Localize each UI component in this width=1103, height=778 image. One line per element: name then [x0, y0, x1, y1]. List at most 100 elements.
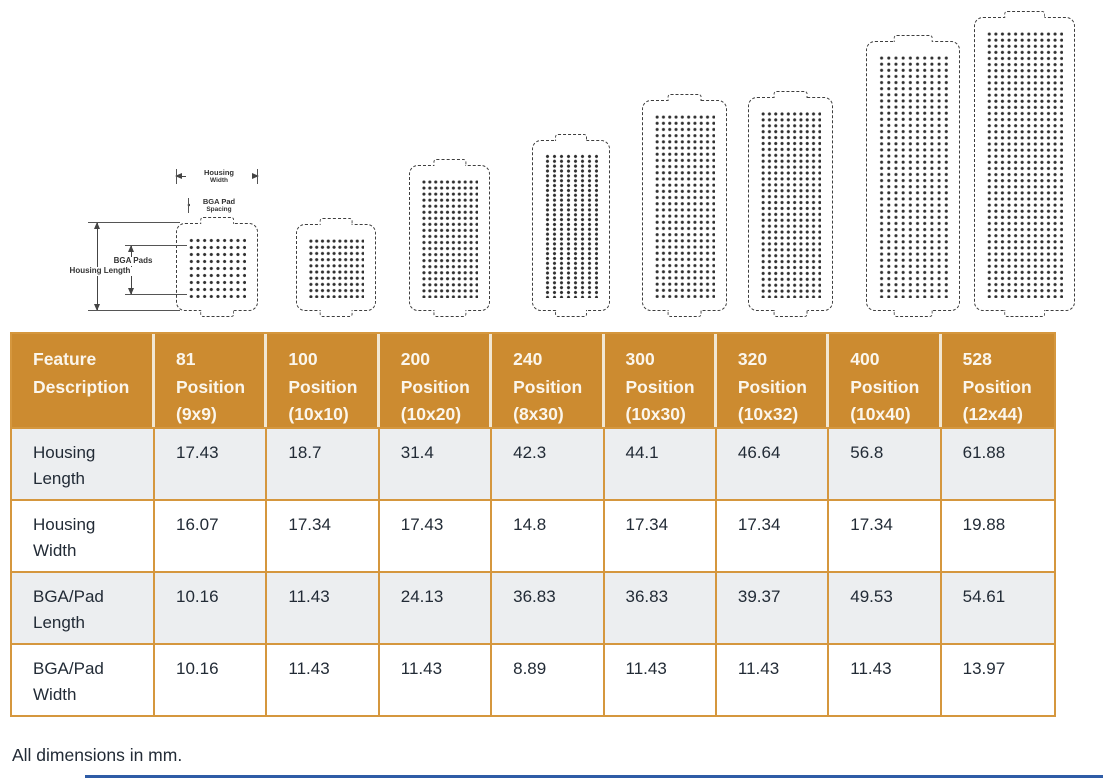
package-bottom-notch [667, 310, 702, 317]
value-cell: 11.43 [267, 643, 380, 715]
bga-pad-grid-10x40 [878, 55, 948, 298]
row-label-line: Length [33, 469, 85, 488]
housing-width-extension-right [257, 169, 258, 184]
header-line: Position [962, 376, 1032, 397]
value-cell: 36.83 [604, 571, 717, 643]
value-cell: 11.43 [829, 643, 942, 715]
header-line: 300 [625, 349, 655, 369]
row-label-line: BGA/Pad [33, 587, 104, 606]
bga-pads-extension-top [125, 245, 187, 246]
bga-pads-extension-bottom [125, 294, 187, 295]
value-cell: 11.43 [267, 571, 380, 643]
package-bottom-notch [893, 310, 933, 317]
package-300-position [642, 94, 727, 317]
value-cell: 17.34 [829, 499, 942, 571]
row-label-line: Length [33, 613, 85, 632]
value-cell: 46.64 [716, 427, 830, 499]
value-cell: 17.34 [604, 499, 717, 571]
bga-pads-label: BGA Pads [104, 256, 162, 266]
bga-pad-grid-12x44 [986, 31, 1063, 298]
package-top-notch [893, 35, 933, 42]
housing-length-dimension-line [94, 222, 100, 311]
package-528-position [974, 11, 1075, 317]
value-cell: 10.16 [155, 571, 268, 643]
header-line: 81 [176, 349, 196, 369]
bottom-accent-bar [85, 775, 1103, 778]
bga-pad-spacing-extension-left [188, 198, 189, 213]
bga-pad-grid-10x20 [421, 179, 478, 298]
housing-width-label: Housing Width [186, 168, 252, 185]
header-line: Feature [33, 349, 97, 369]
column-header-320-position: 320 Position (10x32) [716, 334, 830, 427]
value-cell: 16.07 [155, 499, 268, 571]
package-top-notch [432, 159, 467, 166]
value-cell: 61.88 [941, 427, 1054, 499]
package-81-position [176, 217, 258, 317]
package-100-position [296, 218, 376, 317]
housing-width-label-line1: Housing [204, 168, 234, 177]
row-label-line: Width [33, 685, 77, 704]
header-line: 528 [962, 349, 992, 369]
header-line: Description [33, 376, 130, 397]
column-header-feature-description: Feature Description [12, 334, 155, 427]
row-label-line: Housing [33, 515, 96, 534]
value-cell: 24.13 [379, 571, 493, 643]
bga-pad-spacing-label-line2: Spacing [206, 206, 232, 214]
value-cell: 17.34 [267, 499, 380, 571]
package-200-position [409, 159, 490, 317]
value-cell: 36.83 [492, 571, 605, 643]
header-line: Position [513, 376, 583, 397]
dimensions-note: All dimensions in mm. [12, 745, 183, 765]
package-bottom-notch [319, 310, 353, 317]
package-bottom-notch [432, 310, 467, 317]
value-cell: 17.34 [716, 499, 830, 571]
column-header-100-position: 100 Position (10x10) [267, 334, 380, 427]
package-top-notch [667, 94, 702, 101]
row-label-bgapad-length: BGA/Pad Length [12, 571, 155, 643]
bga-pad-grid-8x30 [544, 154, 598, 298]
column-header-81-position: 81 Position (9x9) [155, 334, 268, 427]
header-line: Position [176, 376, 246, 397]
value-cell: 39.37 [716, 571, 830, 643]
header-line: Position [737, 376, 807, 397]
row-label-line: Housing [33, 443, 96, 462]
header-line: (8x30) [513, 404, 564, 424]
value-cell: 42.3 [492, 427, 605, 499]
column-header-400-position: 400 Position (10x40) [829, 334, 942, 427]
package-240-position [532, 134, 610, 317]
value-cell: 17.43 [155, 427, 268, 499]
bga-pad-grid-9x9 [188, 237, 246, 298]
value-cell: 49.53 [829, 571, 942, 643]
row-label-housing-width: Housing Width [12, 499, 155, 571]
housing-length-label: Housing Length [59, 266, 141, 276]
bga-pad-grid-10x32 [760, 111, 821, 298]
bga-pad-spacing-label-line1: BGA Pad [202, 197, 236, 206]
housing-length-extension-top [88, 222, 180, 223]
row-label-bgapad-width: BGA/Pad Width [12, 643, 155, 715]
value-cell: 13.97 [941, 643, 1054, 715]
value-cell: 11.43 [379, 643, 493, 715]
bga-pad-grid-10x30 [654, 114, 715, 298]
header-line: (12x44) [962, 404, 1023, 424]
header-line: (9x9) [176, 404, 217, 424]
header-line: Position [625, 376, 695, 397]
value-cell: 44.1 [604, 427, 717, 499]
package-400-position [866, 35, 960, 317]
header-line: Position [288, 376, 358, 397]
package-top-notch [1003, 11, 1046, 18]
package-bottom-notch [773, 310, 808, 317]
spec-table: Feature Description 81 Position (9x9) 100 Posi… [10, 332, 1056, 717]
header-line: 100 [288, 349, 318, 369]
value-cell: 8.89 [492, 643, 605, 715]
header-line: 200 [400, 349, 430, 369]
value-cell: 10.16 [155, 643, 268, 715]
value-cell: 56.8 [829, 427, 942, 499]
value-cell: 18.7 [267, 427, 380, 499]
value-cell: 19.88 [941, 499, 1054, 571]
row-label-line: BGA/Pad [33, 659, 104, 678]
package-bottom-notch [1003, 310, 1046, 317]
header-line: 400 [850, 349, 880, 369]
bga-pad-grid-10x10 [308, 238, 364, 298]
